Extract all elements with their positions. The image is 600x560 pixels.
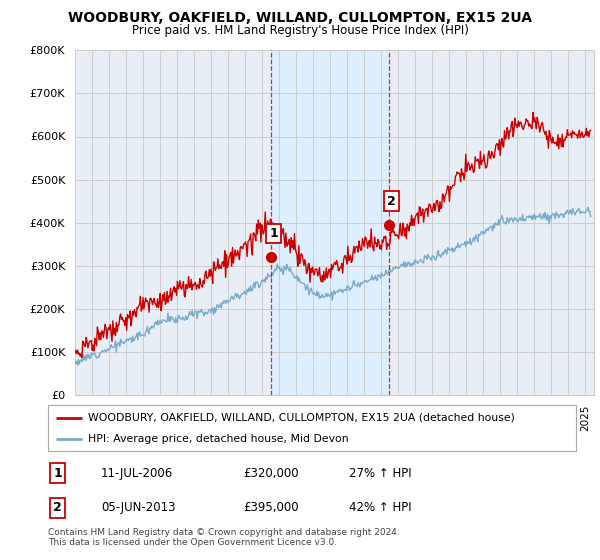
Text: £395,000: £395,000 [244,501,299,514]
Bar [271,50,389,395]
Text: 2: 2 [387,194,395,208]
Text: 27% ↑ HPI: 27% ↑ HPI [349,467,412,480]
Text: 11-JUL-2006: 11-JUL-2006 [101,467,173,480]
Text: 2: 2 [53,501,62,514]
Text: HPI: Average price, detached house, Mid Devon: HPI: Average price, detached house, Mid … [88,435,348,444]
Text: 42% ↑ HPI: 42% ↑ HPI [349,501,412,514]
Text: WOODBURY, OAKFIELD, WILLAND, CULLOMPTON, EX15 2UA (detached house): WOODBURY, OAKFIELD, WILLAND, CULLOMPTON,… [88,413,514,423]
Text: WOODBURY, OAKFIELD, WILLAND, CULLOMPTON, EX15 2UA: WOODBURY, OAKFIELD, WILLAND, CULLOMPTON,… [68,11,532,25]
Text: 1: 1 [53,467,62,480]
Text: Contains HM Land Registry data © Crown copyright and database right 2024.
This d: Contains HM Land Registry data © Crown c… [48,528,400,548]
Text: 1: 1 [269,227,278,240]
Text: Price paid vs. HM Land Registry's House Price Index (HPI): Price paid vs. HM Land Registry's House … [131,24,469,36]
Text: £320,000: £320,000 [244,467,299,480]
Text: 05-JUN-2013: 05-JUN-2013 [101,501,175,514]
